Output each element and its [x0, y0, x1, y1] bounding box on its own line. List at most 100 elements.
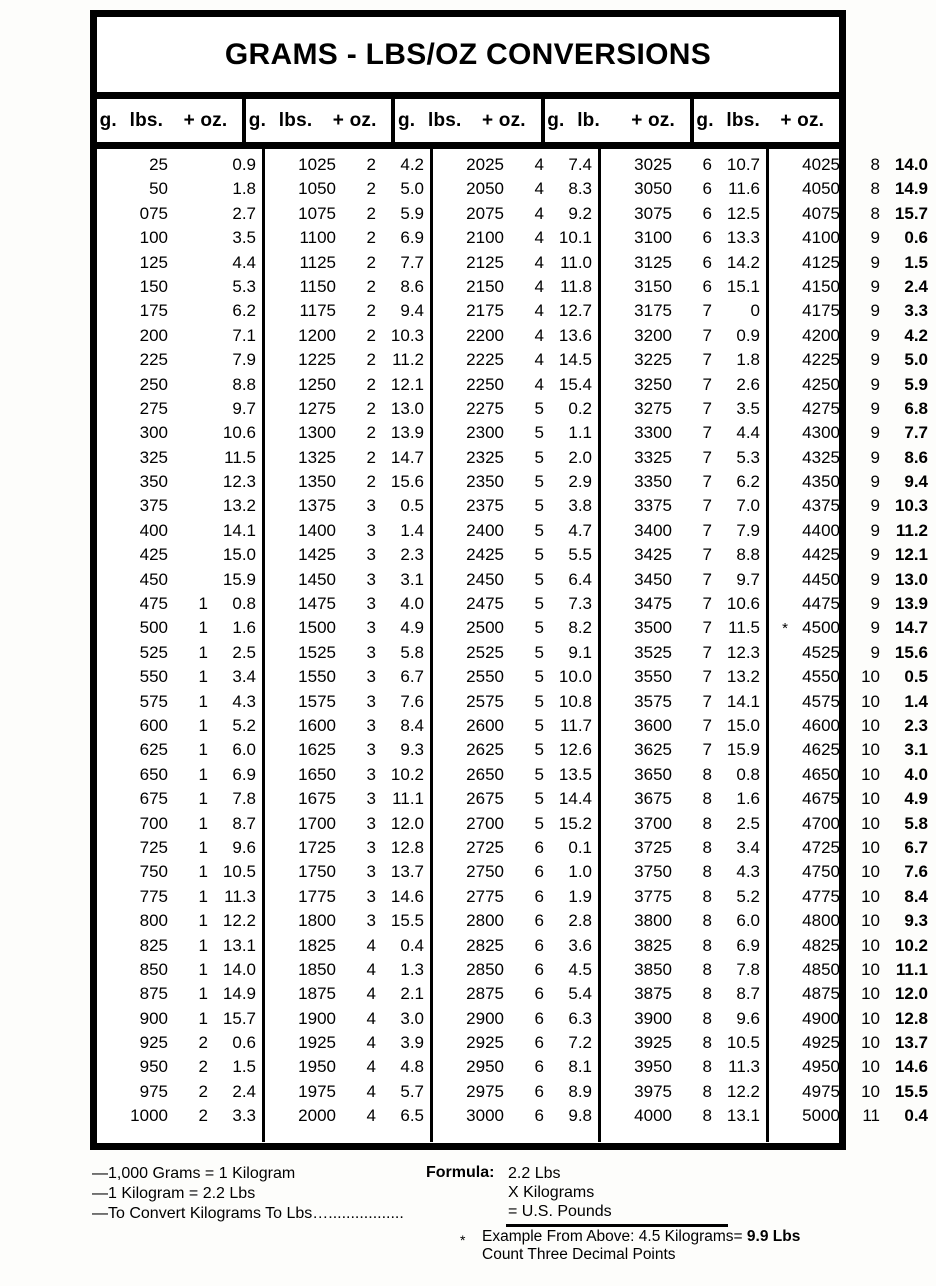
cell-ounces: 1.0: [568, 862, 592, 882]
cell-grams: 625: [139, 740, 168, 760]
cell-grams: 2225: [466, 350, 504, 370]
table-row: 3125 6 14.2: [601, 253, 766, 277]
cell-ounces: 15.0: [222, 545, 256, 565]
cell-grams: 2425: [466, 545, 504, 565]
table-row: 4250 9 5.9: [769, 375, 934, 399]
formula-line-1: 2.2 Lbs: [508, 1165, 561, 1182]
cell-grams: 900: [139, 1008, 168, 1028]
cell-pounds: 1: [198, 618, 208, 638]
cell-pounds: 10: [861, 1033, 880, 1053]
table-row: 4950 10 14.6: [769, 1057, 934, 1081]
cell-grams: 1150: [299, 276, 336, 296]
cell-ounces: 6.2: [736, 472, 760, 492]
cell-pounds: 8: [702, 862, 712, 882]
cell-ounces: 13.7: [390, 862, 424, 882]
cell-ounces: 1.3: [400, 959, 424, 979]
table-row: 2900 6 6.3: [433, 1009, 598, 1033]
table-row: 4300 9 7.7: [769, 423, 934, 447]
cell-ounces: 11.2: [392, 350, 424, 370]
cell-grams: 4675: [802, 789, 840, 809]
table-row: 1575 3 7.6: [265, 692, 430, 716]
cell-grams: 3125: [634, 252, 672, 272]
table-row: 4775 10 8.4: [769, 887, 934, 911]
cell-pounds: 5: [534, 813, 544, 833]
cell-pounds: 7: [702, 594, 712, 614]
cell-ounces: 7.6: [904, 862, 928, 882]
cell-pounds: 8: [702, 764, 712, 784]
cell-ounces: 13.7: [894, 1033, 928, 1053]
table-row: 2650 5 13.5: [433, 765, 598, 789]
table-row: 075 2.7: [97, 204, 262, 228]
cell-grams: 3075: [634, 203, 672, 223]
cell-grams: 075: [139, 203, 168, 223]
table-row: 2225 4 14.5: [433, 350, 598, 374]
cell-grams: 4500: [802, 618, 840, 638]
cell-pounds: 3: [366, 813, 376, 833]
cell-grams: 3275: [634, 398, 672, 418]
cell-pounds: 3: [366, 667, 376, 687]
cell-ounces: 0.9: [232, 155, 256, 174]
cell-grams: 950: [139, 1057, 168, 1077]
cell-pounds: 4: [366, 1008, 376, 1028]
formula-line-3: = U.S. Pounds: [508, 1203, 612, 1220]
cell-pounds: 3: [366, 886, 376, 906]
cell-grams: 4000: [634, 1106, 672, 1126]
cell-ounces: 2.6: [736, 374, 760, 394]
cell-grams: 1800: [298, 911, 336, 931]
cell-ounces: 13.9: [894, 594, 928, 614]
cell-grams: 725: [139, 837, 168, 857]
cell-pounds: 10: [861, 813, 880, 833]
table-row: 3525 7 12.3: [601, 643, 766, 667]
cell-pounds: 3: [366, 545, 376, 565]
table-row: 700 1 8.7: [97, 814, 262, 838]
formula-label: Formula:: [426, 1164, 495, 1181]
cell-pounds: 8: [702, 1008, 712, 1028]
cell-grams: 850: [139, 959, 168, 979]
cell-pounds: 5: [534, 447, 544, 467]
cell-grams: 4950: [802, 1057, 840, 1077]
cell-ounces: 1.5: [904, 252, 928, 272]
cell-grams: 3975: [634, 1081, 672, 1101]
cell-grams: 1450: [298, 569, 336, 589]
cell-grams: 1550: [298, 667, 336, 687]
cell-pounds: 5: [534, 715, 544, 735]
table-row: 1400 3 1.4: [265, 521, 430, 545]
cell-grams: 300: [139, 423, 168, 443]
cell-grams: 1300: [298, 423, 336, 443]
table-row: 4075 8 15.7: [769, 204, 934, 228]
cell-ounces: 10.5: [726, 1033, 760, 1053]
table-row: 2800 6 2.8: [433, 911, 598, 935]
cell-grams: 3200: [634, 325, 672, 345]
table-row: 4050 8 14.9: [769, 179, 934, 203]
cell-grams: 2700: [466, 813, 504, 833]
cell-grams: 4425: [802, 545, 840, 565]
table-row: 2950 6 8.1: [433, 1057, 598, 1081]
header-lbs-label-4: lb.: [577, 109, 600, 131]
cell-grams: 2825: [466, 935, 504, 955]
cell-ounces: 14.1: [726, 691, 760, 711]
table-row: 4225 9 5.0: [769, 350, 934, 374]
cell-grams: 4100: [802, 228, 840, 248]
table-row: 3850 8 7.8: [601, 960, 766, 984]
table-row: 4375 9 10.3: [769, 496, 934, 520]
cell-ounces: 1.6: [232, 618, 256, 638]
cell-ounces: 10.2: [390, 764, 424, 784]
table-row: 4525 9 15.6: [769, 643, 934, 667]
cell-pounds: 6: [534, 911, 544, 931]
table-row: 750 1 10.5: [97, 862, 262, 886]
cell-ounces: 9.3: [904, 911, 928, 931]
cell-ounces: 15.9: [726, 740, 760, 760]
cell-pounds: 2: [198, 1106, 208, 1126]
cell-grams: 1650: [298, 764, 336, 784]
cell-ounces: 15.6: [894, 642, 928, 662]
cell-ounces: 13.0: [894, 569, 928, 589]
cell-grams: 4075: [802, 203, 840, 223]
cell-ounces: 8.7: [232, 813, 256, 833]
cell-grams: 4825: [802, 935, 840, 955]
cell-grams: 2200: [466, 325, 504, 345]
cell-ounces: 8.2: [568, 618, 592, 638]
cell-grams: 3900: [634, 1008, 672, 1028]
table-row: 4100 9 0.6: [769, 228, 934, 252]
cell-ounces: 10.5: [222, 862, 256, 882]
table-row: 4675 10 4.9: [769, 789, 934, 813]
